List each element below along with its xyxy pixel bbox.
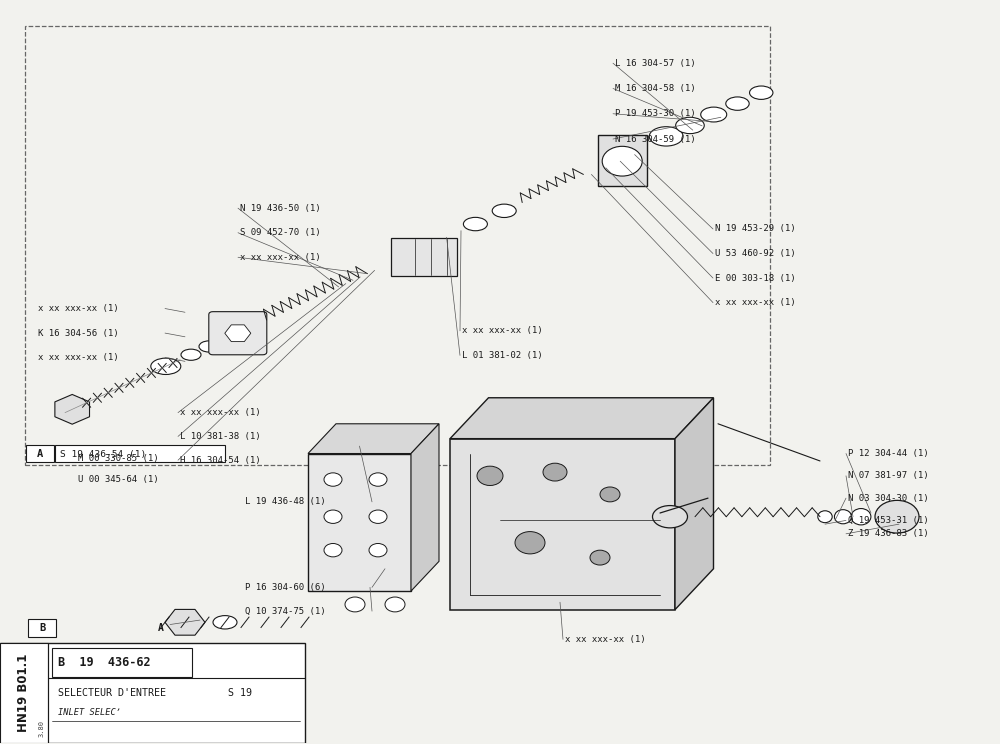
- Circle shape: [385, 597, 405, 612]
- FancyBboxPatch shape: [209, 312, 267, 355]
- Circle shape: [369, 510, 387, 524]
- Circle shape: [345, 597, 365, 612]
- Text: N 16 304-59 (1): N 16 304-59 (1): [615, 135, 696, 144]
- Text: P 19 453-30 (1): P 19 453-30 (1): [615, 109, 696, 118]
- Text: x xx xxx-xx (1): x xx xxx-xx (1): [240, 253, 321, 262]
- Text: L 16 304-57 (1): L 16 304-57 (1): [615, 59, 696, 68]
- Ellipse shape: [851, 509, 871, 525]
- Polygon shape: [450, 398, 714, 439]
- Bar: [26, 446, 54, 463]
- Text: U 00 345-64 (1): U 00 345-64 (1): [78, 475, 159, 484]
- Text: H 16 304-54 (1): H 16 304-54 (1): [180, 456, 261, 465]
- Ellipse shape: [463, 217, 487, 231]
- Circle shape: [543, 464, 567, 481]
- Text: K 16 304-56 (1): K 16 304-56 (1): [38, 329, 119, 338]
- Polygon shape: [675, 398, 714, 609]
- Text: B: B: [39, 623, 45, 633]
- Text: P 16 304-60 (6): P 16 304-60 (6): [245, 583, 326, 591]
- Bar: [0, 643, 48, 743]
- Text: x xx xxx-xx (1): x xx xxx-xx (1): [462, 327, 543, 336]
- Bar: [52, 648, 192, 676]
- Text: U 53 460-92 (1): U 53 460-92 (1): [715, 249, 796, 258]
- Bar: [450, 439, 675, 609]
- Text: B  19  436-62: B 19 436-62: [58, 656, 151, 669]
- Text: A: A: [158, 623, 164, 633]
- Text: S 19 436-54 (1): S 19 436-54 (1): [60, 450, 146, 459]
- Text: M 00 330-85 (1): M 00 330-85 (1): [78, 455, 159, 464]
- Ellipse shape: [199, 341, 219, 352]
- Text: Q 10 374-75 (1): Q 10 374-75 (1): [245, 606, 326, 615]
- Text: S 19: S 19: [228, 688, 252, 698]
- Ellipse shape: [701, 107, 727, 122]
- Text: N 19 453-29 (1): N 19 453-29 (1): [715, 225, 796, 234]
- Ellipse shape: [649, 126, 683, 146]
- Circle shape: [324, 543, 342, 557]
- Ellipse shape: [726, 97, 749, 110]
- Circle shape: [369, 473, 387, 487]
- Circle shape: [324, 473, 342, 487]
- Circle shape: [602, 147, 642, 176]
- Circle shape: [477, 466, 503, 486]
- Polygon shape: [411, 424, 439, 591]
- Text: Z 19 436-83 (1): Z 19 436-83 (1): [848, 529, 929, 539]
- Bar: [28, 619, 56, 637]
- Bar: [55, 446, 225, 463]
- Text: S 09 452-70 (1): S 09 452-70 (1): [240, 228, 321, 237]
- Bar: [308, 454, 411, 591]
- Text: SELECTEUR D'ENTREE: SELECTEUR D'ENTREE: [58, 688, 166, 698]
- FancyBboxPatch shape: [598, 135, 647, 187]
- Text: INLET SELECʼ: INLET SELECʼ: [58, 708, 121, 716]
- Ellipse shape: [818, 511, 832, 523]
- Ellipse shape: [181, 349, 201, 360]
- Ellipse shape: [676, 118, 704, 134]
- Text: x xx xxx-xx (1): x xx xxx-xx (1): [715, 298, 796, 307]
- Ellipse shape: [492, 204, 516, 217]
- Ellipse shape: [834, 510, 852, 524]
- Text: A: A: [37, 449, 43, 459]
- Ellipse shape: [750, 86, 773, 100]
- Ellipse shape: [652, 506, 687, 528]
- Circle shape: [590, 550, 610, 565]
- Text: x xx xxx-xx (1): x xx xxx-xx (1): [565, 635, 646, 644]
- Circle shape: [515, 532, 545, 554]
- Text: L 10 381-38 (1): L 10 381-38 (1): [180, 432, 261, 441]
- Circle shape: [324, 510, 342, 524]
- Polygon shape: [308, 424, 439, 454]
- Text: N 07 381-97 (1): N 07 381-97 (1): [848, 472, 929, 481]
- Text: P 12 304-44 (1): P 12 304-44 (1): [848, 449, 929, 458]
- FancyBboxPatch shape: [391, 238, 457, 277]
- Text: E 00 303-18 (1): E 00 303-18 (1): [715, 274, 796, 283]
- Text: x xx xxx-xx (1): x xx xxx-xx (1): [180, 408, 261, 417]
- Text: Q 19 453-31 (1): Q 19 453-31 (1): [848, 516, 929, 525]
- Bar: [0, 643, 305, 743]
- Circle shape: [369, 543, 387, 557]
- Text: x xx xxx-xx (1): x xx xxx-xx (1): [38, 304, 119, 313]
- Ellipse shape: [151, 358, 181, 374]
- Circle shape: [600, 487, 620, 502]
- Text: N 19 436-50 (1): N 19 436-50 (1): [240, 204, 321, 213]
- Text: M 16 304-58 (1): M 16 304-58 (1): [615, 84, 696, 93]
- Ellipse shape: [213, 615, 237, 629]
- Bar: [25, 26, 770, 465]
- Text: N 03 304-30 (1): N 03 304-30 (1): [848, 493, 929, 503]
- Text: x xx xxx-xx (1): x xx xxx-xx (1): [38, 353, 119, 362]
- Text: L 01 381-02 (1): L 01 381-02 (1): [462, 351, 543, 360]
- Text: L 19 436-48 (1): L 19 436-48 (1): [245, 497, 326, 507]
- Text: 3.80: 3.80: [39, 720, 45, 737]
- Text: HN19 B01.1: HN19 B01.1: [17, 654, 31, 733]
- Circle shape: [875, 501, 919, 533]
